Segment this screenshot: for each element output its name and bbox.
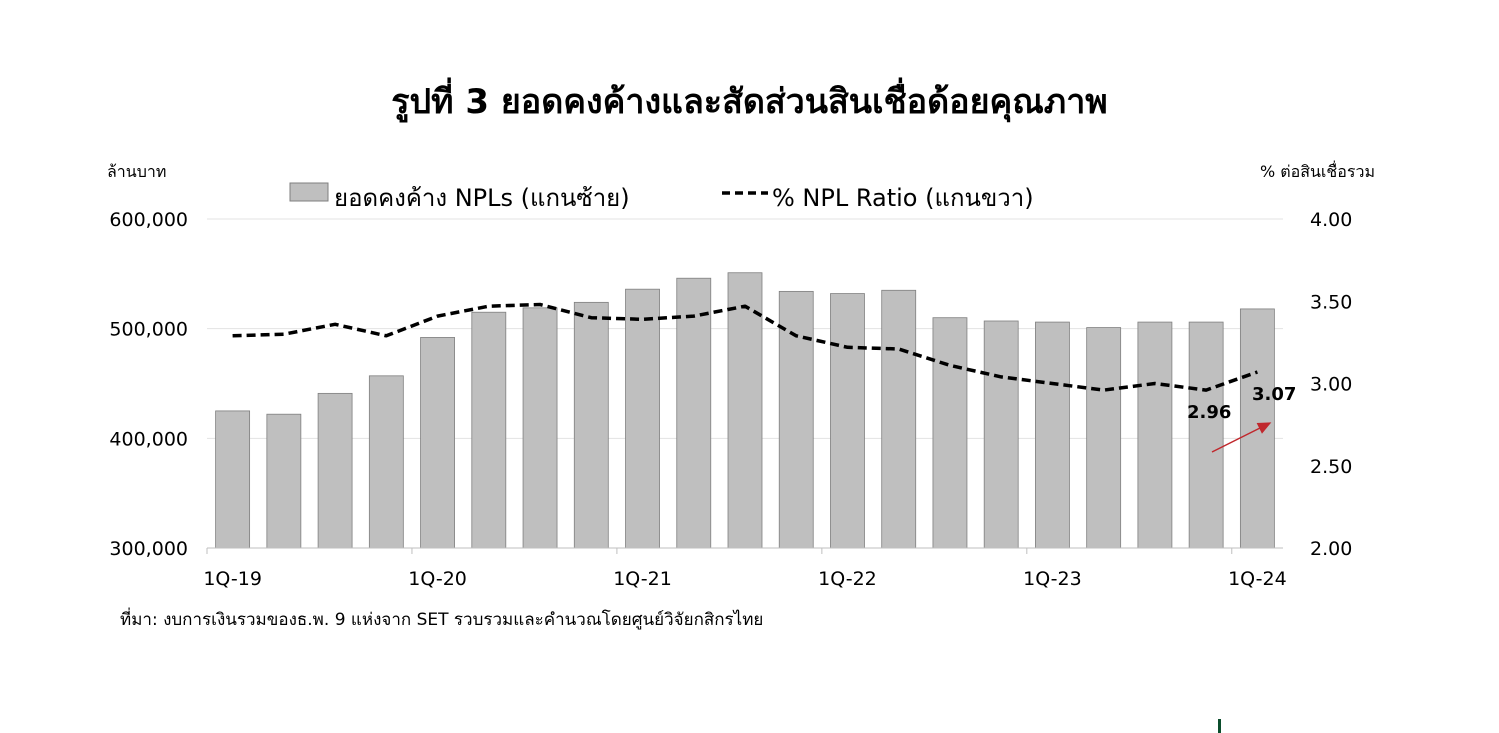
bar <box>1188 321 1224 549</box>
chart-title: รูปที่ 3 ยอดคงค้างและสัดส่วนสินเชื่อด้อย… <box>391 82 1108 122</box>
bar <box>420 337 455 549</box>
y-right-tick-label: 2.00 <box>1310 538 1352 560</box>
right-axis-unit-label: % ต่อสินเชื่อรวม <box>1260 160 1375 181</box>
x-tick-label: 1Q-20 <box>408 568 467 590</box>
legend-bar-swatch <box>289 182 329 202</box>
annotation-arrow <box>1211 422 1272 453</box>
bar <box>727 272 763 549</box>
ratio-line-series <box>232 302 1258 392</box>
bar <box>1239 308 1275 549</box>
bar <box>471 311 507 549</box>
bar <box>676 277 712 549</box>
bar <box>266 413 302 549</box>
bar <box>1086 327 1122 549</box>
bar <box>317 392 353 549</box>
bar <box>215 410 251 549</box>
bar <box>830 293 865 549</box>
bar <box>932 317 968 549</box>
bar <box>522 307 558 549</box>
y-left-tick-label: 300,000 <box>109 538 188 560</box>
corner-mark <box>1218 719 1221 733</box>
y-left-tick-label: 400,000 <box>109 428 188 450</box>
annotation-label-3-07: 3.07 <box>1252 384 1296 405</box>
bar <box>368 375 404 549</box>
legend-bar-label: ยอดคงค้าง NPLs (แกนซ้าย) <box>334 184 630 212</box>
x-tick-label: 1Q-19 <box>203 568 262 590</box>
y-left-tick-label: 500,000 <box>109 319 188 341</box>
bar-series <box>215 272 1275 549</box>
axes: 600,000 500,000 400,000 300,000 4.00 3.50 3.00… <box>109 209 1352 590</box>
bar <box>983 320 1019 549</box>
bar <box>1137 321 1173 549</box>
y-left-tick-label: 600,000 <box>109 209 188 231</box>
left-axis-unit-label: ล้านบาท <box>107 162 166 181</box>
annotation-label-2-96: 2.96 <box>1187 402 1231 423</box>
bar <box>625 288 660 549</box>
legend-line-label: % NPL Ratio (แกนขวา) <box>772 184 1034 212</box>
x-tick-label: 1Q-22 <box>818 568 877 590</box>
x-tick-label: 1Q-24 <box>1228 568 1287 590</box>
bar <box>881 289 917 549</box>
ratio-line <box>232 302 1258 392</box>
y-right-tick-label: 4.00 <box>1310 209 1352 231</box>
y-right-tick-label: 3.50 <box>1310 291 1352 313</box>
legend: ยอดคงค้าง NPLs (แกนซ้าย) % NPL Ratio (แก… <box>289 182 1034 212</box>
bar <box>573 301 609 549</box>
y-right-tick-label: 3.00 <box>1310 374 1352 396</box>
bar <box>1035 321 1070 549</box>
x-tick-label: 1Q-21 <box>613 568 672 590</box>
y-right-tick-label: 2.50 <box>1310 456 1352 478</box>
source-note: ที่มา: งบการเงินรวมของธ.พ. 9 แห่งจาก SET… <box>120 610 764 630</box>
x-tick-label: 1Q-23 <box>1023 568 1082 590</box>
